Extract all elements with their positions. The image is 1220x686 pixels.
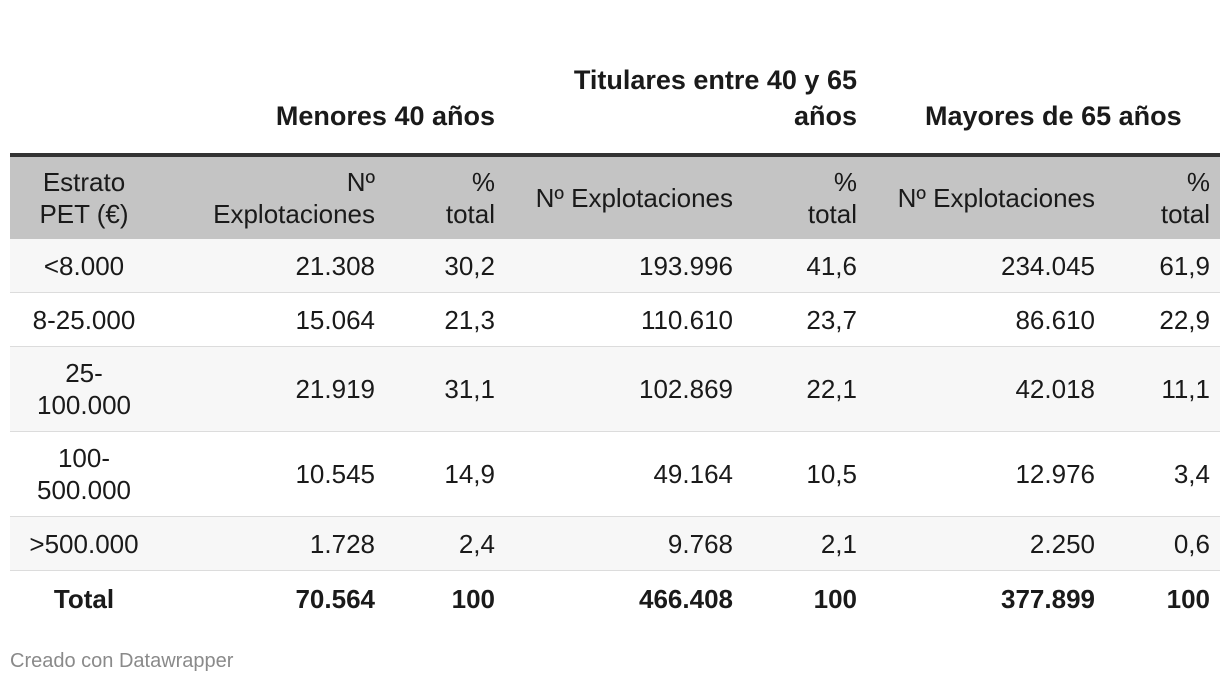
table-cell: 10.545 <box>158 431 383 517</box>
table-cell: 21.308 <box>158 239 383 293</box>
table-cell: Total <box>10 570 158 626</box>
table-cell: <8.000 <box>10 239 158 293</box>
table-row: >500.000 1.728 2,4 9.768 2,1 2.250 0,6 <box>10 516 1220 571</box>
table-row: 25-100.000 21.919 31,1 102.869 22,1 42.0… <box>10 346 1220 432</box>
table-cell: 42.018 <box>865 346 1103 432</box>
table-cell: 30,2 <box>383 239 503 293</box>
column-header-row: Estrato PET (€) Nº Explotaciones % total… <box>10 155 1220 239</box>
table-cell: 12.976 <box>865 431 1103 517</box>
table-cell: 86.610 <box>865 292 1103 347</box>
column-header-pct-total: % total <box>383 155 503 239</box>
table-cell: 8-25.000 <box>10 292 158 347</box>
table-cell: 9.768 <box>503 516 741 571</box>
column-header-n-explotaciones: Nº Explotaciones <box>865 155 1103 239</box>
table-cell: 466.408 <box>503 570 741 626</box>
table-cell: 21,3 <box>383 292 503 347</box>
table-cell: 41,6 <box>741 239 865 293</box>
credit-footer: Creado con Datawrapper <box>10 650 234 672</box>
table-row: <8.000 21.308 30,2 193.996 41,6 234.045 … <box>10 239 1220 293</box>
table-cell: 110.610 <box>503 292 741 347</box>
table-wrapper: Menores 40 años Titulares entre 40 y 65 … <box>10 0 1220 640</box>
table-cell: 2,1 <box>741 516 865 571</box>
table-cell: 193.996 <box>503 239 741 293</box>
table-cell: 0,6 <box>1103 516 1220 571</box>
table-cell: 49.164 <box>503 431 741 517</box>
group-header-empty <box>10 0 158 157</box>
table-cell: 70.564 <box>158 570 383 626</box>
total-row: Total 70.564 100 466.408 100 377.899 100 <box>10 570 1220 626</box>
table-cell: >500.000 <box>10 516 158 571</box>
group-header-entre-40-65: Titulares entre 40 y 65 años <box>503 0 865 157</box>
column-header-estrato: Estrato PET (€) <box>10 155 158 239</box>
table-cell: 2,4 <box>383 516 503 571</box>
table-cell: 23,7 <box>741 292 865 347</box>
table-cell: 10,5 <box>741 431 865 517</box>
table-cell: 25-100.000 <box>10 346 158 432</box>
column-header-n-explotaciones: Nº Explotaciones <box>158 155 383 239</box>
table-cell: 22,9 <box>1103 292 1220 347</box>
table-cell: 14,9 <box>383 431 503 517</box>
table-cell: 102.869 <box>503 346 741 432</box>
table-cell: 22,1 <box>741 346 865 432</box>
column-header-pct-total: % total <box>1103 155 1220 239</box>
table-cell: 100 <box>1103 570 1220 626</box>
group-header-menores-40: Menores 40 años <box>158 0 503 157</box>
column-header-n-explotaciones: Nº Explotaciones <box>503 155 741 239</box>
data-table: Menores 40 años Titulares entre 40 y 65 … <box>10 0 1220 626</box>
table-cell: 100 <box>383 570 503 626</box>
table-cell: 1.728 <box>158 516 383 571</box>
table-row: 8-25.000 15.064 21,3 110.610 23,7 86.610… <box>10 292 1220 347</box>
table-cell: 3,4 <box>1103 431 1220 517</box>
group-header-mayores-65: Mayores de 65 años <box>865 0 1220 157</box>
table-cell: 377.899 <box>865 570 1103 626</box>
table-cell: 61,9 <box>1103 239 1220 293</box>
table-cell: 31,1 <box>383 346 503 432</box>
table-cell: 2.250 <box>865 516 1103 571</box>
table-cell: 21.919 <box>158 346 383 432</box>
column-header-pct-total: % total <box>741 155 865 239</box>
table-cell: 234.045 <box>865 239 1103 293</box>
table-cell: 100 <box>741 570 865 626</box>
table-cell: 100-500.000 <box>10 431 158 517</box>
table-cell: 15.064 <box>158 292 383 347</box>
table-row: 100-500.000 10.545 14,9 49.164 10,5 12.9… <box>10 431 1220 517</box>
group-header-row: Menores 40 años Titulares entre 40 y 65 … <box>10 0 1220 157</box>
table-cell: 11,1 <box>1103 346 1220 432</box>
